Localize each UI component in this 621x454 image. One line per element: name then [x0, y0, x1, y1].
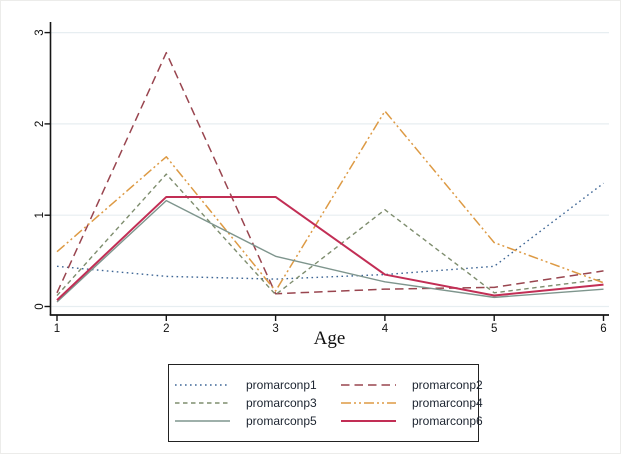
- legend-item-promarconp3: promarconp3: [175, 396, 341, 410]
- x-tick-label: 2: [163, 323, 169, 335]
- series-line-promarconp2: [56, 51, 604, 295]
- x-tick-label: 6: [600, 323, 606, 335]
- legend-key-dash-dot-dot-line-icon: [341, 402, 396, 404]
- legend-label: promarconp5: [246, 414, 317, 428]
- series-line-promarconp6: [56, 195, 604, 301]
- legend-key-short-dash-line-icon: [175, 402, 230, 404]
- series-line-promarconp5: [56, 199, 604, 303]
- legend-item-promarconp5: promarconp5: [175, 414, 341, 428]
- legend-label: promarconp4: [412, 396, 483, 410]
- legend-item-promarconp2: promarconp2: [341, 378, 483, 392]
- x-axis-title: Age: [313, 328, 346, 349]
- series-line-promarconp3: [56, 173, 604, 297]
- legend-key-dotted-line-icon: [175, 384, 230, 386]
- legend-item-promarconp4: promarconp4: [341, 396, 483, 410]
- series-line-promarconp1: [56, 182, 604, 280]
- legend-label: promarconp6: [412, 414, 483, 428]
- legend-key-dashed-line-icon: [341, 384, 396, 386]
- x-tick-label: 4: [382, 323, 389, 335]
- y-tick-label: 1: [34, 212, 46, 218]
- y-tick-label: 3: [34, 29, 46, 35]
- series-line-promarconp4: [56, 110, 604, 292]
- legend-label: promarconp1: [246, 378, 317, 392]
- x-tick-label: 3: [272, 323, 278, 335]
- legend-key-solid-line-icon: [341, 420, 396, 422]
- legend-label: promarconp3: [246, 396, 317, 410]
- plot-svg: 0 1 2 3 1 2 3 4 5 6: [34, 22, 609, 335]
- legend-item-promarconp1: promarconp1: [175, 378, 341, 392]
- legend-box: promarconp1 promarconp2 promarconp3 promarc…: [168, 364, 483, 442]
- x-tick-label: 5: [491, 323, 497, 335]
- x-tick-label: 1: [54, 323, 60, 335]
- legend-label: promarconp2: [412, 378, 483, 392]
- y-tick-label: 2: [34, 121, 46, 127]
- legend-item-promarconp6: promarconp6: [341, 414, 483, 428]
- legend-key-solid-line-icon: [175, 420, 230, 422]
- y-tick-label: 0: [34, 303, 46, 309]
